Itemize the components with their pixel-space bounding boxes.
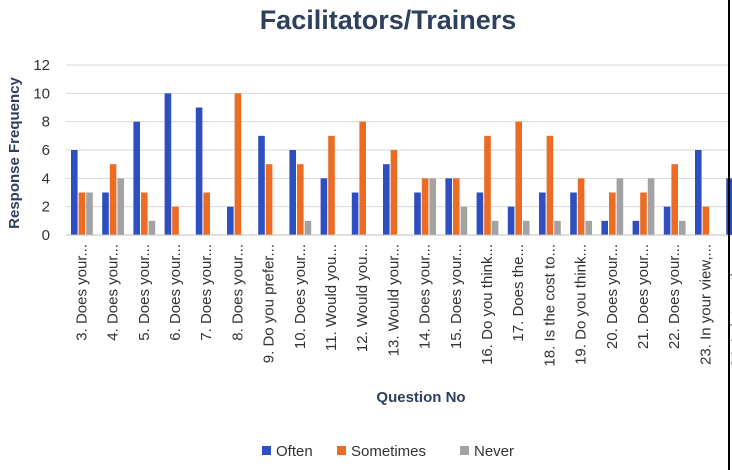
bar-sometimes-4 xyxy=(172,206,179,235)
y-axis-ticks: 0 2 4 6 8 10 12 xyxy=(33,57,50,244)
legend-label-never: Never xyxy=(474,443,514,460)
bar-never-2 xyxy=(117,178,124,235)
x-tick-label: 5. Does your... xyxy=(136,244,153,341)
y-axis-title: Response Frequency xyxy=(6,76,23,228)
bar-sometimes-10 xyxy=(359,121,366,235)
y-tick-label: 6 xyxy=(42,142,50,159)
x-tick-label: 22. Does your... xyxy=(666,244,683,349)
legend: Often Sometimes Never xyxy=(262,443,514,460)
bar-sometimes-11 xyxy=(390,150,398,235)
y-tick-label: 4 xyxy=(42,170,50,187)
bar-sometimes-21 xyxy=(702,206,710,235)
bar-never-19 xyxy=(647,178,655,235)
bar-never-15 xyxy=(523,220,530,235)
bar-sometimes-16 xyxy=(546,135,554,235)
bar-often-21 xyxy=(695,150,702,235)
x-tick-label: 3. Does your... xyxy=(73,244,90,341)
bar-sometimes-2 xyxy=(109,164,117,235)
x-tick-label: 8. Does your... xyxy=(229,244,246,341)
legend-label-often: Often xyxy=(276,443,313,460)
bar-sometimes-19 xyxy=(640,192,647,235)
bar-never-18 xyxy=(616,178,624,235)
bar-sometimes-15 xyxy=(515,121,522,235)
bar-never-13 xyxy=(460,206,468,235)
x-tick-label: 10. Does your... xyxy=(292,244,309,349)
bar-never-20 xyxy=(679,220,686,235)
bar-never-16 xyxy=(554,220,561,235)
bar-often-13 xyxy=(445,178,452,235)
bar-often-7 xyxy=(258,135,265,235)
y-tick-label: 12 xyxy=(33,57,50,74)
x-tick-label: 20. Does your... xyxy=(604,244,621,349)
x-tick-label: 11. Would you... xyxy=(323,244,340,351)
bar-often-19 xyxy=(632,220,640,235)
bar-often-17 xyxy=(570,192,577,235)
bar-sometimes-1 xyxy=(78,192,86,235)
bar-sometimes-20 xyxy=(671,164,678,235)
bar-sometimes-14 xyxy=(484,135,491,235)
x-tick-label: 18. Is the cost to... xyxy=(541,244,558,367)
x-tick-label: 6. Does your... xyxy=(167,244,184,341)
y-tick-label: 10 xyxy=(33,85,50,102)
bar-sometimes-13 xyxy=(453,178,460,235)
x-tick-label: 19. Do you think... xyxy=(573,244,590,365)
bar-often-11 xyxy=(383,164,390,235)
x-tick-label: 13. Would your... xyxy=(385,244,402,356)
bar-never-17 xyxy=(585,220,592,235)
bar-sometimes-8 xyxy=(297,164,304,235)
bar-never-3 xyxy=(148,220,156,235)
bar-never-1 xyxy=(86,192,93,235)
bar-often-14 xyxy=(476,192,484,235)
x-tick-label: 15. Does your... xyxy=(448,244,465,349)
bar-often-18 xyxy=(601,220,608,235)
x-axis-title: Question No xyxy=(376,389,465,406)
x-tick-label: 4. Does your... xyxy=(105,244,122,341)
bar-often-16 xyxy=(539,192,546,235)
y-tick-label: 2 xyxy=(42,199,50,216)
bar-never-14 xyxy=(491,220,499,235)
bar-often-12 xyxy=(414,192,421,235)
bar-often-1 xyxy=(71,150,78,235)
x-tick-label: 12. Would you... xyxy=(354,244,371,352)
legend-swatch-never xyxy=(460,446,469,455)
bar-often-6 xyxy=(227,206,234,235)
bar-often-4 xyxy=(164,93,172,235)
bar-sometimes-7 xyxy=(265,164,273,235)
x-tick-label: 9. Do you prefer... xyxy=(261,244,278,363)
x-tick-label: 16. Do you think... xyxy=(479,244,496,365)
x-tick-label: 21. Does your... xyxy=(635,244,652,349)
legend-swatch-sometimes xyxy=(337,446,346,455)
x-tick-label: 24. Is integration... xyxy=(729,244,732,367)
bar-never-12 xyxy=(429,178,436,235)
bar-often-3 xyxy=(133,121,140,235)
bar-sometimes-6 xyxy=(234,93,242,235)
bar-often-15 xyxy=(507,206,515,235)
chart-title: Facilitators/Trainers xyxy=(260,5,517,35)
x-axis-ticks: 3. Does your... 4. Does your... 5. Does yo… xyxy=(73,244,732,367)
x-tick-label: 7. Does your... xyxy=(198,244,215,341)
bars xyxy=(71,93,732,235)
bar-often-5 xyxy=(195,107,203,235)
bar-never-8 xyxy=(304,220,312,235)
bar-often-8 xyxy=(289,150,296,235)
bar-sometimes-3 xyxy=(141,192,148,235)
bar-sometimes-18 xyxy=(609,192,616,235)
y-tick-label: 0 xyxy=(42,227,50,244)
bar-sometimes-9 xyxy=(328,135,335,235)
bar-often-9 xyxy=(320,178,328,235)
legend-label-sometimes: Sometimes xyxy=(351,443,426,460)
bar-often-20 xyxy=(663,206,671,235)
bar-often-10 xyxy=(351,192,359,235)
bar-often-2 xyxy=(102,192,109,235)
x-tick-label: 17. Does the... xyxy=(510,244,527,342)
bar-sometimes-12 xyxy=(421,178,429,235)
x-tick-label: 14. Does your... xyxy=(417,244,434,349)
bar-sometimes-17 xyxy=(577,178,585,235)
x-tick-label: 23. In your view,... xyxy=(697,244,714,365)
y-tick-label: 8 xyxy=(42,114,50,131)
legend-swatch-often xyxy=(262,446,271,455)
bar-sometimes-5 xyxy=(203,192,210,235)
